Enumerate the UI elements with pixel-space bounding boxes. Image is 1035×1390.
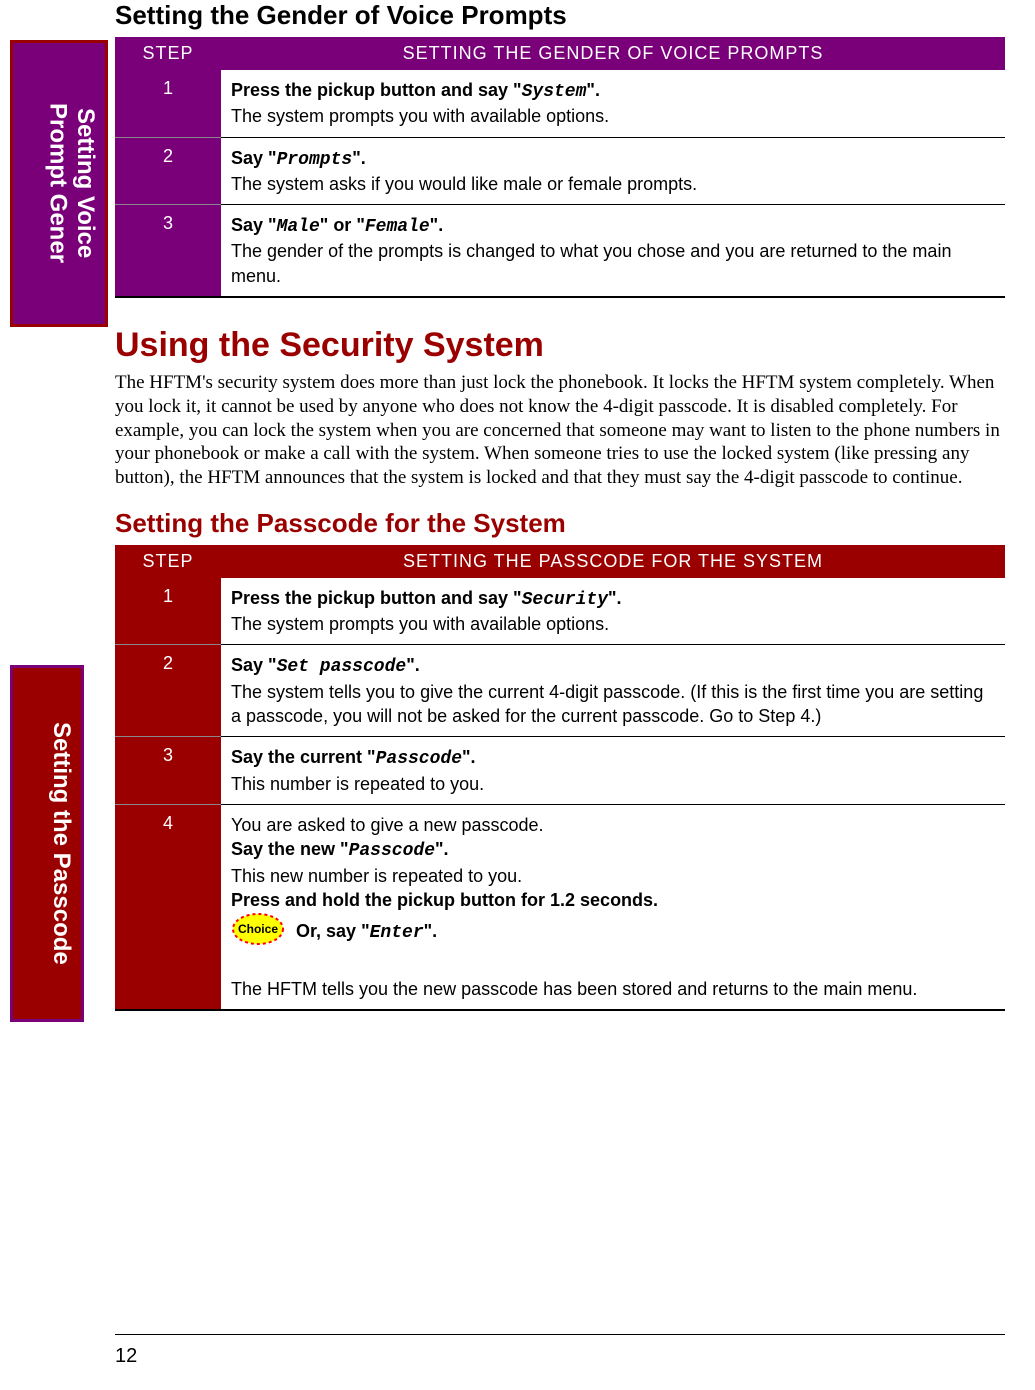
side-tab-1-line1: Setting Voice	[72, 108, 99, 258]
step-num: 2	[115, 645, 221, 737]
table-row: 2 Say "Prompts". The system asks if you …	[115, 137, 1005, 205]
side-tab-passcode: Setting the Passcode	[10, 665, 84, 1022]
side-tab-2-line1: Setting the Passcode	[48, 722, 75, 965]
table-row: 3 Say "Male" or "Female". The gender of …	[115, 205, 1005, 297]
th-step: STEP	[115, 545, 221, 578]
th-desc: SETTING THE GENDER OF VOICE PROMPTS	[221, 37, 1005, 70]
step-desc: Say "Set passcode". The system tells you…	[221, 645, 1005, 737]
page-number: 12	[115, 1345, 137, 1368]
side-tab-1-line2: Prompt Gener	[44, 103, 71, 263]
step-num: 3	[115, 205, 221, 297]
table-row: 3 Say the current "Passcode". This numbe…	[115, 737, 1005, 805]
step-desc: Say "Male" or "Female". The gender of th…	[221, 205, 1005, 297]
choice-text: Choice	[238, 922, 278, 936]
heading-gender-voice: Setting the Gender of Voice Prompts	[115, 0, 1005, 31]
choice-icon: Choice	[231, 912, 285, 952]
step-num: 1	[115, 70, 221, 137]
step-num: 3	[115, 737, 221, 805]
step-desc: Press the pickup button and say "System"…	[221, 70, 1005, 137]
table-row: 2 Say "Set passcode". The system tells y…	[115, 645, 1005, 737]
step-desc: Say the current "Passcode". This number …	[221, 737, 1005, 805]
th-desc: SETTING THE PASSCODE FOR THE SYSTEM	[221, 545, 1005, 578]
security-body: The HFTM's security system does more tha…	[115, 371, 1005, 490]
table-passcode: STEP SETTING THE PASSCODE FOR THE SYSTEM…	[115, 545, 1005, 1011]
table-row: 1 Press the pickup button and say "Syste…	[115, 70, 1005, 137]
step-desc: You are asked to give a new passcode. Sa…	[221, 804, 1005, 1010]
th-step: STEP	[115, 37, 221, 70]
step-desc: Press the pickup button and say "Securit…	[221, 578, 1005, 645]
table-gender-voice: STEP SETTING THE GENDER OF VOICE PROMPTS…	[115, 37, 1005, 298]
side-tab-voice-prompt: Setting Voice Prompt Gener	[10, 40, 108, 327]
footer-divider	[115, 1334, 1005, 1335]
step-num: 2	[115, 137, 221, 205]
table-row: 4 You are asked to give a new passcode. …	[115, 804, 1005, 1010]
step-num: 4	[115, 804, 221, 1010]
heading-security-system: Using the Security System	[115, 326, 1005, 365]
step-num: 1	[115, 578, 221, 645]
table-row: 1 Press the pickup button and say "Secur…	[115, 578, 1005, 645]
heading-passcode: Setting the Passcode for the System	[115, 508, 1005, 539]
step-desc: Say "Prompts". The system asks if you wo…	[221, 137, 1005, 205]
